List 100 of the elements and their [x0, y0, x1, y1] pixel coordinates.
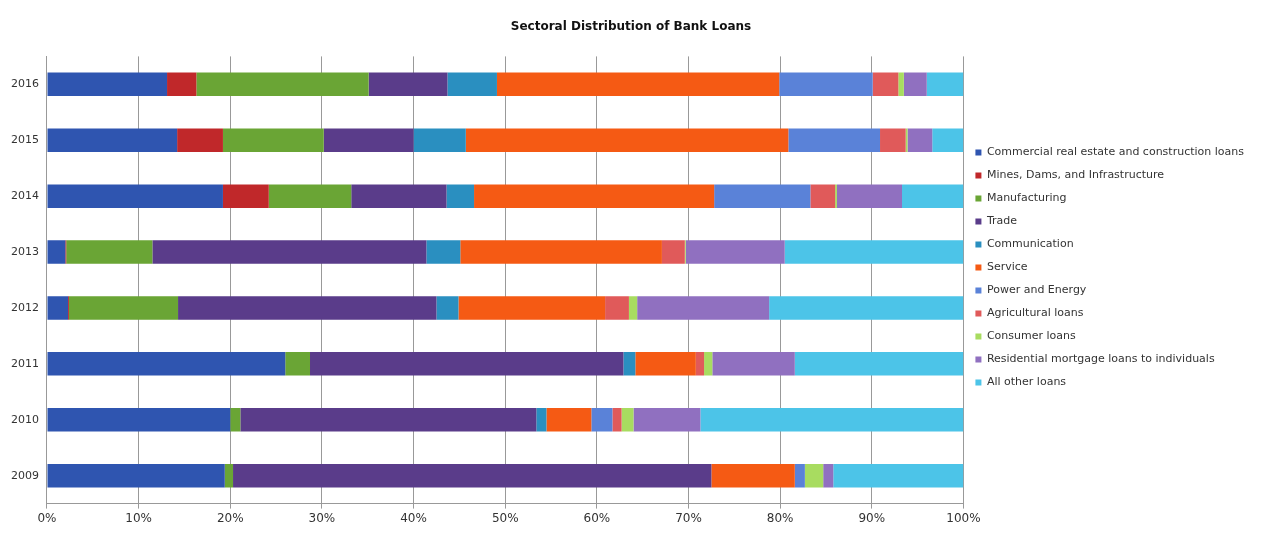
x-tick-label: 60%: [583, 510, 611, 525]
legend-label: Power and Energy: [986, 283, 1087, 297]
bar: [685, 240, 785, 264]
x-tick-label: 100%: [946, 510, 981, 525]
legend-label: Consumer loans: [986, 329, 1076, 343]
bar: [591, 408, 613, 432]
y-tick-label: 2009: [10, 468, 39, 482]
bar: [926, 72, 964, 97]
bar: [695, 352, 705, 376]
bar: [714, 184, 811, 208]
bar: [47, 184, 223, 208]
bar: [222, 128, 324, 152]
bar: [623, 352, 636, 376]
bar: [536, 408, 547, 432]
bar: [458, 296, 606, 320]
bar: [47, 463, 225, 488]
bar: [268, 184, 352, 208]
x-tick-label: 40%: [400, 510, 427, 525]
bar: [605, 296, 629, 320]
bar: [222, 184, 269, 208]
bar: [446, 184, 475, 208]
bar: [413, 128, 466, 152]
bar: [836, 184, 903, 208]
bar: [368, 72, 448, 97]
bar: [804, 463, 824, 488]
legend-label: Trade: [985, 214, 1018, 228]
chart-title: Sectoral Distribution of Bank Loans: [510, 19, 752, 34]
bar: [628, 296, 638, 320]
bar: [902, 184, 964, 208]
x-tick-label: 90%: [858, 510, 886, 525]
bar: [436, 296, 459, 320]
bar: [47, 408, 231, 432]
y-tick-label: 2012: [10, 300, 39, 314]
bar: [779, 72, 873, 97]
bar: [907, 128, 933, 152]
x-tick-label: 30%: [308, 510, 336, 525]
bar: [784, 240, 964, 264]
x-tick-label: 80%: [766, 510, 794, 525]
bar: [788, 128, 881, 152]
bar: [794, 352, 964, 376]
x-tick-label: 70%: [675, 510, 702, 525]
x-tick-label: 20%: [216, 510, 244, 525]
bar: [794, 463, 805, 488]
bar: [712, 352, 795, 376]
bar: [898, 72, 904, 97]
legend-label: Communication: [986, 237, 1074, 251]
legend-label: Residential mortgage loans to individuals: [986, 352, 1215, 366]
bar: [233, 463, 712, 488]
bar: [224, 463, 234, 488]
legend-label: All other loans: [986, 375, 1067, 389]
bar: [496, 72, 780, 97]
legend-label: Commercial real estate and construction loans: [986, 145, 1245, 159]
bar: [240, 408, 537, 432]
bar: [196, 72, 369, 97]
legend-label: Service: [986, 260, 1028, 274]
bar: [178, 296, 437, 320]
bar: [167, 72, 197, 97]
bar: [932, 128, 964, 152]
bar: [47, 296, 69, 320]
bar: [637, 296, 770, 320]
bar: [230, 408, 241, 432]
bar: [285, 352, 311, 376]
bar: [351, 184, 447, 208]
bar: [152, 240, 427, 264]
bar: [546, 408, 592, 432]
bar: [310, 352, 624, 376]
bar: [47, 352, 286, 376]
bar: [323, 128, 414, 152]
bar: [177, 128, 223, 152]
bar: [47, 240, 66, 264]
legend-label: Manufacturing: [986, 191, 1067, 205]
bar: [465, 128, 789, 152]
bar: [612, 408, 622, 432]
bar: [460, 240, 662, 264]
y-tick-label: 2014: [10, 189, 39, 203]
bar: [872, 72, 899, 97]
x-tick-label: 0%: [37, 510, 57, 525]
x-tick-label: 10%: [125, 510, 152, 525]
bar: [447, 72, 497, 97]
bar: [769, 296, 964, 320]
bar: [823, 463, 834, 488]
y-tick-label: 2013: [10, 244, 39, 258]
bar: [700, 408, 964, 432]
bar: [833, 463, 964, 488]
bar: [47, 72, 168, 97]
legend-label: Mines, Dams, and Infrastructure: [986, 168, 1165, 182]
bar: [68, 296, 179, 320]
legend-label: Agricultural loans: [986, 306, 1084, 320]
bar: [661, 240, 685, 264]
bar: [474, 184, 715, 208]
bar: [66, 240, 153, 264]
y-tick-label: 2015: [10, 133, 39, 147]
bar: [903, 72, 927, 97]
bar: [711, 463, 795, 488]
y-tick-label: 2011: [10, 356, 39, 370]
bar: [704, 352, 713, 376]
bar: [621, 408, 634, 432]
y-tick-label: 2016: [10, 77, 39, 91]
x-tick-label: 50%: [491, 510, 519, 525]
bar: [633, 408, 701, 432]
